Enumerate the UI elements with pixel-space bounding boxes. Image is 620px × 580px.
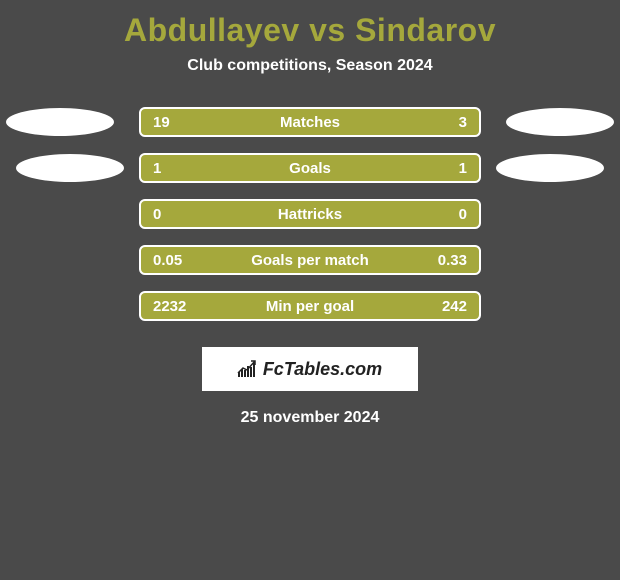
stat-row-min-per-goal: 2232 Min per goal 242 <box>0 283 620 329</box>
stat-right-value: 0.33 <box>438 252 467 269</box>
player-left-ellipse <box>16 154 124 182</box>
stat-bar: 0.05 Goals per match 0.33 <box>139 245 481 275</box>
footer-date: 25 november 2024 <box>0 409 620 427</box>
page-title: Abdullayev vs Sindarov <box>0 0 620 57</box>
stat-label: Goals per match <box>251 252 369 269</box>
stat-right-value: 242 <box>442 298 467 315</box>
stat-right-value: 0 <box>459 206 467 223</box>
stat-right-value: 3 <box>459 114 467 131</box>
stat-label: Matches <box>280 114 340 131</box>
stat-label: Min per goal <box>266 298 354 315</box>
comparison-section: 19 Matches 3 1 Goals 1 0 Hattricks 0 0.0… <box>0 99 620 329</box>
player-left-ellipse <box>6 108 114 136</box>
stat-bar: 19 Matches 3 <box>139 107 481 137</box>
stat-bar: 2232 Min per goal 242 <box>139 291 481 321</box>
stat-left-value: 1 <box>153 160 161 177</box>
logo-box: FcTables.com <box>202 347 418 391</box>
stat-left-value: 19 <box>153 114 170 131</box>
chart-icon <box>238 361 256 377</box>
stat-label: Hattricks <box>278 206 342 223</box>
stat-row-matches: 19 Matches 3 <box>0 99 620 145</box>
stat-left-value: 2232 <box>153 298 186 315</box>
stat-right-value: 1 <box>459 160 467 177</box>
stat-left-value: 0 <box>153 206 161 223</box>
stat-row-goals-per-match: 0.05 Goals per match 0.33 <box>0 237 620 283</box>
player-right-ellipse <box>496 154 604 182</box>
stat-row-hattricks: 0 Hattricks 0 <box>0 191 620 237</box>
logo-text: FcTables.com <box>263 359 382 380</box>
logo: FcTables.com <box>238 359 382 380</box>
stat-label: Goals <box>289 160 331 177</box>
stat-bar: 1 Goals 1 <box>139 153 481 183</box>
page-subtitle: Club competitions, Season 2024 <box>0 57 620 99</box>
stat-left-value: 0.05 <box>153 252 182 269</box>
stat-bar: 0 Hattricks 0 <box>139 199 481 229</box>
stat-row-goals: 1 Goals 1 <box>0 145 620 191</box>
player-right-ellipse <box>506 108 614 136</box>
